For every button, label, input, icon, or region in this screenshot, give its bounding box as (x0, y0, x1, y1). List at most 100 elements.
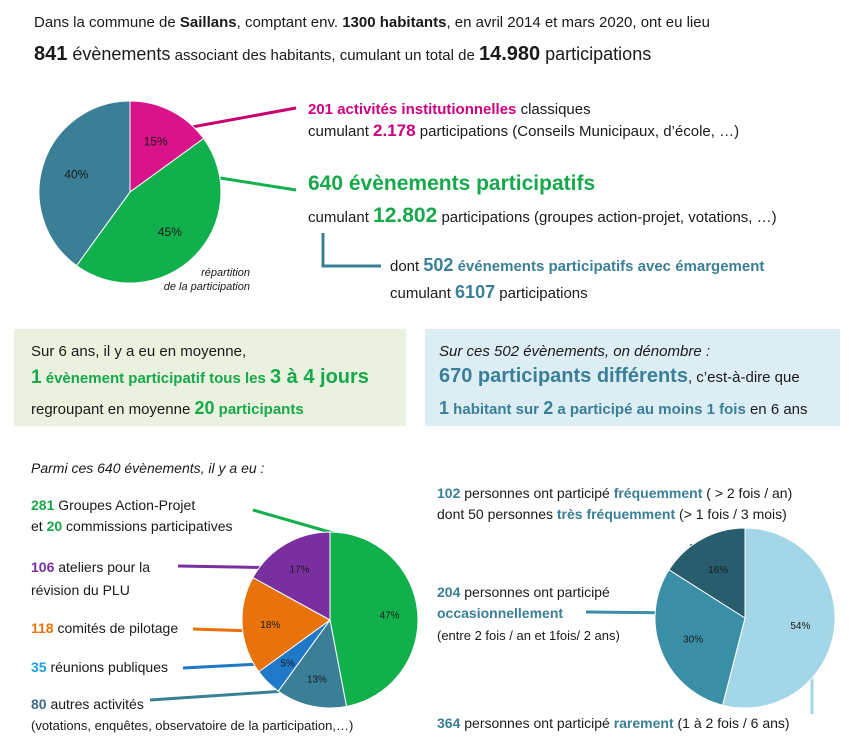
total-events: 841 (34, 43, 68, 65)
pie-slice-label: 54% (790, 621, 810, 632)
text: 2 (543, 398, 554, 418)
pie-slice (277, 618, 348, 709)
text: participations (495, 285, 588, 302)
pie-slice (654, 569, 746, 706)
participants-line-1: Sur ces 502 évènements, on dénombre : (439, 343, 710, 360)
header-text: participations (540, 44, 652, 64)
text: 1 (439, 398, 450, 418)
item-groupes-line-2: et 20 commissions participatives (31, 517, 233, 536)
pie-slice (129, 100, 205, 193)
item-comites: 118 comités de pilotage (31, 619, 178, 638)
pie-slice-label: 18% (260, 620, 280, 631)
text: 281 (31, 497, 55, 513)
text: très fréquemment (556, 506, 676, 522)
distinct-participants: 670 participants différents (439, 365, 688, 387)
text: fréquemment (613, 485, 703, 501)
pie-slice (38, 100, 131, 267)
participatory-line-2: cumulant 12.802 participations (groupes … (308, 205, 777, 228)
connector-emargement (321, 233, 381, 268)
item-autres-line-2: (votations, enquêtes, observatoire de la… (31, 718, 354, 733)
connector-participatory (219, 176, 297, 192)
header-text: , en avril 2014 et mars 2020, ont eu lie… (446, 14, 710, 31)
text: participants (214, 401, 304, 418)
participants-line-2: 670 participants différents, c’est-à-dir… (439, 366, 800, 388)
pie-participant-frequency: 54% 30% 16% (654, 527, 836, 709)
text: personnes ont participé (460, 485, 614, 501)
institutional-line-1: 201 activités institutionnelles classiqu… (308, 100, 591, 120)
text: (> 1 fois / 3 mois) (675, 506, 787, 522)
text: ateliers pour la (54, 559, 151, 575)
text: autres activités (46, 696, 144, 712)
item-autres-line-1: 80 autres activités (31, 695, 144, 714)
text: 35 (31, 659, 47, 675)
participants-box (425, 329, 840, 426)
text: cumulant (390, 285, 456, 302)
average-participants: 20 (194, 398, 215, 418)
institutional-line-2: cumulant 2.178 participations (Conseils … (308, 121, 739, 142)
pie-slice (252, 531, 331, 621)
header-text: évènements (67, 44, 171, 64)
emargement-label: événements participatifs avec émargement (453, 258, 765, 275)
text: 102 (437, 485, 461, 501)
pie-slice-label: 40% (64, 168, 88, 182)
text: commissions participatives (62, 518, 233, 534)
frequent-line: 102 personnes ont participé fréquemment … (437, 484, 792, 503)
text: Groupes Action-Projet (54, 497, 196, 513)
institutional-participations: 2.178 (373, 121, 416, 140)
average-box (14, 329, 406, 426)
text: habitant sur (449, 401, 544, 418)
text: classiques (516, 101, 591, 118)
participatory-title: 640 évènements participatifs (308, 172, 596, 195)
emargement-count: 502 (423, 255, 454, 275)
occasional-line-1: 204 personnes ont participé (437, 583, 610, 602)
total-participations: 14.980 (478, 43, 541, 65)
connector-institutional (191, 106, 297, 129)
average-line-2: 1 évènement participatif tous les 3 à 4 … (31, 366, 369, 389)
pie-note: répartition de la participation (150, 266, 250, 294)
connector-groupes (252, 508, 341, 537)
pie-slice (722, 527, 836, 709)
text: ( > 2 fois / an) (702, 485, 793, 501)
text: et (31, 518, 47, 534)
participants-line-3: 1 habitant sur 2 a participé au moins 1 … (439, 398, 808, 420)
pie-slice-label: 30% (683, 635, 703, 646)
text: évènement participatif tous les (41, 370, 270, 387)
pie-participation-split: 15% 45% 40% (38, 100, 222, 284)
text: dont 50 personnes (437, 506, 557, 522)
header-text: associant des habitants, cumulant un tot… (170, 47, 479, 64)
text: 204 (437, 584, 461, 600)
pie-note-line: répartition (201, 267, 250, 279)
average-line-3: regroupant en moyenne 20 participants (31, 398, 304, 420)
emargement-participations: 6107 (455, 282, 496, 302)
text: dont (390, 258, 424, 275)
item-reunions: 35 réunions publiques (31, 658, 168, 677)
pie-slice-label: 15% (144, 135, 168, 149)
text: participations (groupes action-projet, v… (437, 209, 777, 226)
text: a participé au moins (553, 401, 707, 418)
pie-slice-label: 13% (307, 674, 327, 685)
occasional-line-3: (entre 2 fois / an et 1fois/ 2 ans) (437, 628, 620, 643)
text: cumulant (308, 209, 374, 226)
item-ateliers-line-1: 106 ateliers pour la (31, 558, 150, 577)
pie-slice-label: 47% (380, 610, 400, 621)
header-line-2: 841 évènements associant des habitants, … (34, 43, 651, 66)
text: 364 (437, 715, 461, 731)
text: , c’est-à-dire que (687, 369, 800, 386)
text: rarement (613, 715, 674, 731)
item-groupes-line-1: 281 Groupes Action-Projet (31, 496, 195, 515)
text: réunions publiques (46, 659, 168, 675)
text: 80 (31, 696, 47, 712)
text: participations (Conseils Municipaux, d’é… (415, 123, 740, 140)
pie-slice (668, 527, 746, 619)
pie-slice-label: 5% (280, 658, 295, 669)
connector-autres (149, 688, 301, 702)
text: personnes ont participé (460, 584, 610, 600)
text: 118 (31, 620, 54, 636)
pie-slice-label: 45% (158, 225, 182, 239)
text: cumulant (308, 123, 374, 140)
rare-line: 364 personnes ont participé rarement (1 … (437, 714, 790, 733)
text: comités de pilotage (53, 620, 179, 636)
pie-slice (75, 137, 222, 284)
institutional-count: 201 activités institutionnelles (308, 101, 517, 118)
emargement-line-2: cumulant 6107 participations (390, 282, 588, 304)
